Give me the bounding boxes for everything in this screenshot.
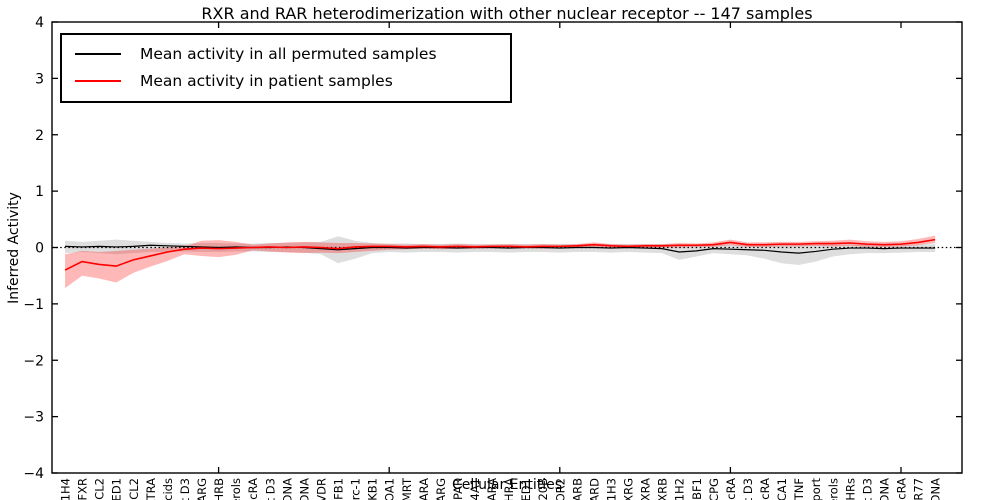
x-category-label: RXRA [639,478,653,500]
x-category-label: RXRG [622,478,636,500]
x-category-label: mol:Vit D3 [178,478,192,500]
y-axis-title: Inferred Activity [6,192,22,304]
y-tick-label: −4 [23,466,44,482]
x-category-label: cholesterol transport [809,478,823,500]
x-category-label: NR1H4 [59,478,73,500]
x-category-label: VDR/VDR/Vit D3 [263,478,277,500]
x-category-label: NR1H2 [673,478,687,500]
x-category-label: NR1H3 [604,478,618,500]
x-category-label: TNF [792,478,806,500]
x-category-label: RXRs/LXRs/DNA/9cRA [758,478,772,500]
x-category-label: SREBF1 [690,478,704,500]
x-category-label: PPARA [417,478,431,500]
x-category-label: RARs/THRs/DNA/Src-1 [349,478,363,500]
y-tick-label: 1 [35,184,44,200]
legend-label-patient: Mean activity in patient samples [140,71,393,90]
x-category-label: VDR/VDR/DNA [297,478,311,500]
x-category-label: RXRs/PPAR [451,478,465,500]
red-line-swatch [75,79,121,82]
y-tick-label: 0 [35,241,44,257]
y-tick-label: 2 [35,128,44,144]
y-tick-label: −2 [23,353,44,369]
x-category-label: RXR alpha/CCPG [707,478,721,500]
legend-label-permuted: Mean activity in all permuted samples [140,44,437,63]
x-category-label: RXRs/FXR/9cRA/MED1 [110,478,124,500]
mean-line [64,238,936,271]
x-category-label: RXRs/LXRs/DNA/Oxysterols [826,478,840,500]
x-category-label: RXRB [656,478,670,500]
x-category-label: MED1 [519,478,533,500]
x-category-label: mol:Oxysterols [229,478,243,500]
x-category-label: NCOA1 [383,478,397,500]
x-category-label: mol:Bile acids [161,478,175,500]
y-tick-label: 4 [35,15,44,31]
x-category-label: BCL2 [93,478,107,500]
x-category-label: RXRs/LXRs/DNA [929,478,943,500]
x-category-label: RARG [434,478,448,500]
x-category-label: RXRs/FXR [76,478,90,500]
x-category-label: RXRs/VDR/DNA/Vit D3 [860,478,874,500]
x-category-label: RARB [570,478,584,500]
x-axis-title: Cellular Entities [451,477,563,493]
x-category-label: NR4A1 [468,478,482,500]
x-category-label: VDR/Vit D3/DNA [280,478,294,500]
x-category-label: RARA [485,478,499,500]
x-category-label: PPARG [195,478,209,500]
x-category-label: RARs/VDR/DNA/Vit D3 [741,478,755,500]
y-tick-label: −1 [23,297,44,313]
x-category-label: RARs/RARs/DNA/9cRA [724,478,738,500]
legend-entry-permuted-samples: Mean activity in all permuted samples [62,40,510,67]
confidence-band [65,235,936,289]
y-tick-label: 3 [35,71,44,87]
x-category-label: RXRs/NUR77/BCL2 [127,478,141,500]
mean-line [65,244,936,254]
x-category-label: RXRs/RXRs/DNA/9cRA [895,478,909,500]
x-category-label: THRA [502,478,516,500]
y-tick-label: −3 [23,410,44,426]
x-category-label: PPARD [587,478,601,500]
x-category-label: RARs/THRs [843,478,857,500]
legend-entry-patient-samples: Mean activity in patient samples [62,67,510,94]
x-category-label: THRB [212,478,226,500]
x-category-label: RARs/THRs/DNA/SMRT [400,477,414,500]
x-category-label: mol:ATRA [144,478,158,500]
legend: Mean activity in all permuted samples Me… [60,33,512,103]
confidence-band [65,236,936,265]
x-category-label: VDR [314,478,328,500]
x-category-label: TGFB1 [332,478,346,500]
x-category-label: mol:9cRA [246,478,260,500]
x-category-label: FAM120B [536,478,550,500]
chart-title: RXR and RAR heterodimerization with othe… [201,4,813,23]
black-line-swatch [75,52,121,55]
x-category-label: NCOR2 [553,478,567,500]
x-category-label: RXRs/NUR77 [912,478,926,500]
x-category-label: ABCA1 [775,478,789,500]
x-category-label: RXRs/PPAR/9cRA/PGJ2/DNA [877,478,891,500]
x-category-label: RPS6KB1 [366,478,380,500]
